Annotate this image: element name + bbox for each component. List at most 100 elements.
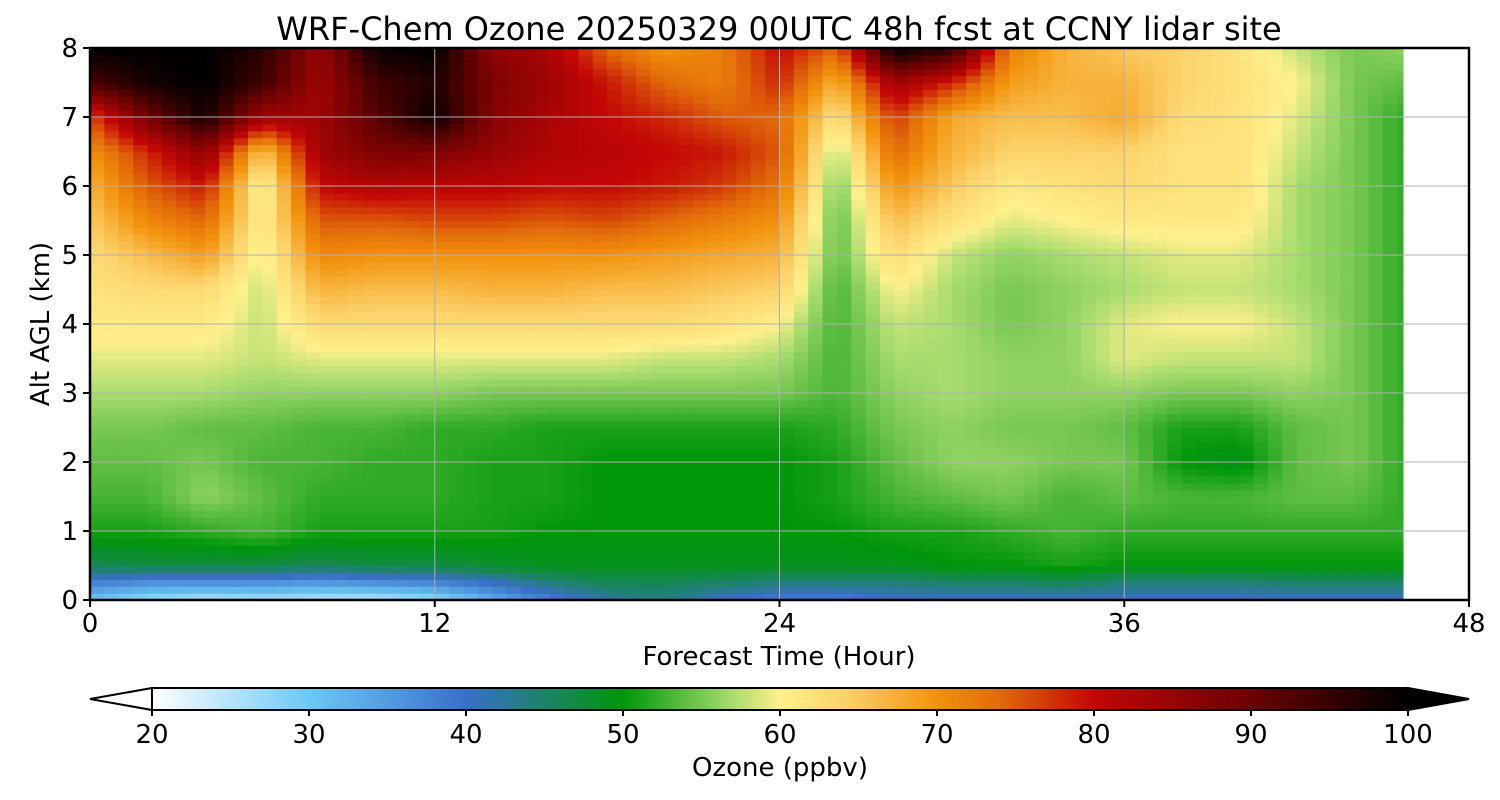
heatmap-cell bbox=[722, 324, 737, 332]
heatmap-cell bbox=[176, 558, 192, 567]
heatmap-cell bbox=[722, 289, 737, 297]
heatmap-cell bbox=[592, 206, 608, 215]
heatmap-cell bbox=[822, 330, 838, 339]
heatmap-cell bbox=[750, 144, 766, 153]
heatmap-cell bbox=[104, 103, 120, 111]
heatmap-cell bbox=[564, 489, 579, 498]
heatmap-cell bbox=[808, 303, 824, 311]
heatmap-cell bbox=[923, 144, 939, 153]
heatmap-cell bbox=[449, 524, 465, 532]
heatmap-cell bbox=[779, 130, 795, 139]
heatmap-cell bbox=[133, 130, 149, 139]
heatmap-cell bbox=[736, 213, 752, 222]
heatmap-cell bbox=[248, 551, 263, 560]
heatmap-cell bbox=[506, 248, 522, 256]
heatmap-cell bbox=[808, 241, 824, 249]
heatmap-cell bbox=[722, 96, 737, 104]
heatmap-cell bbox=[219, 337, 235, 346]
heatmap-cell bbox=[204, 227, 220, 235]
heatmap-cell bbox=[578, 510, 594, 518]
heatmap-cell bbox=[276, 282, 292, 291]
heatmap-cell bbox=[707, 427, 723, 435]
heatmap-cell bbox=[535, 282, 551, 291]
heatmap-cell bbox=[334, 386, 350, 394]
heatmap-cell bbox=[420, 386, 436, 394]
heatmap-cell bbox=[90, 296, 105, 304]
heatmap-cell bbox=[391, 192, 407, 201]
heatmap-cell bbox=[894, 537, 910, 546]
heatmap-cell bbox=[779, 255, 795, 263]
heatmap-cell bbox=[693, 96, 709, 104]
heatmap-cell bbox=[348, 524, 364, 532]
heatmap-cell bbox=[204, 123, 220, 132]
heatmap-cell bbox=[348, 110, 364, 118]
heatmap-cell bbox=[779, 455, 795, 463]
heatmap-cell bbox=[722, 199, 737, 208]
heatmap-cell bbox=[779, 282, 795, 291]
heatmap-cell bbox=[592, 130, 608, 139]
heatmap-cell bbox=[406, 517, 421, 525]
heatmap-cell bbox=[477, 268, 493, 277]
heatmap-cell bbox=[449, 434, 465, 442]
heatmap-cell bbox=[334, 96, 350, 104]
heatmap-cell bbox=[319, 248, 335, 256]
heatmap-cell bbox=[564, 241, 579, 249]
heatmap-cell bbox=[736, 220, 752, 228]
heatmap-cell bbox=[334, 503, 350, 511]
heatmap-cell bbox=[219, 379, 235, 387]
heatmap-cell bbox=[291, 448, 307, 456]
heatmap-cell bbox=[980, 441, 996, 449]
heatmap-cell bbox=[233, 482, 249, 491]
heatmap-cell bbox=[535, 158, 551, 166]
heatmap-cell bbox=[894, 82, 910, 90]
heatmap-cell bbox=[276, 241, 292, 249]
heatmap-cell bbox=[348, 358, 364, 366]
heatmap-cell bbox=[377, 379, 393, 387]
heatmap-cell bbox=[248, 54, 263, 63]
heatmap-cell bbox=[865, 351, 881, 360]
heatmap-cell bbox=[190, 296, 206, 304]
heatmap-cell bbox=[449, 206, 465, 215]
heatmap-cell bbox=[865, 517, 881, 525]
heatmap-cell bbox=[362, 379, 378, 387]
heatmap-cell bbox=[880, 310, 896, 318]
heatmap-cell bbox=[248, 199, 263, 208]
heatmap-cell bbox=[894, 96, 910, 104]
heatmap-cell bbox=[262, 289, 278, 297]
heatmap-cell bbox=[851, 54, 867, 63]
heatmap-cell bbox=[650, 537, 666, 546]
heatmap-cell bbox=[808, 572, 824, 580]
heatmap-cell bbox=[722, 172, 737, 180]
heatmap-cell bbox=[520, 586, 536, 594]
heatmap-cell bbox=[966, 255, 982, 263]
heatmap-cell bbox=[406, 310, 421, 318]
heatmap-cell bbox=[276, 413, 292, 422]
heatmap-cell bbox=[334, 61, 350, 70]
heatmap-cell bbox=[880, 372, 896, 380]
heatmap-cell bbox=[362, 503, 378, 511]
heatmap-cell bbox=[865, 206, 881, 215]
heatmap-cell bbox=[966, 344, 982, 353]
heatmap-cell bbox=[248, 186, 263, 194]
heatmap-cell bbox=[463, 455, 479, 463]
heatmap-cell bbox=[564, 234, 579, 242]
heatmap-cell bbox=[693, 393, 709, 401]
heatmap-cell bbox=[377, 192, 393, 201]
heatmap-cell bbox=[951, 489, 967, 498]
heatmap-cell bbox=[765, 531, 781, 539]
heatmap-cell bbox=[923, 544, 939, 553]
heatmap-cell bbox=[118, 123, 134, 132]
heatmap-cell bbox=[477, 358, 493, 366]
heatmap-cell bbox=[176, 282, 192, 291]
heatmap-cell bbox=[276, 137, 292, 146]
heatmap-cell bbox=[377, 151, 393, 159]
heatmap-cell bbox=[276, 441, 292, 449]
heatmap-cell bbox=[248, 496, 263, 504]
heatmap-cell bbox=[951, 593, 967, 600]
heatmap-cell bbox=[506, 503, 522, 511]
heatmap-cell bbox=[865, 165, 881, 173]
heatmap-cell bbox=[966, 48, 982, 56]
heatmap-cell bbox=[765, 206, 781, 215]
heatmap-cell bbox=[406, 68, 421, 77]
heatmap-cell bbox=[621, 192, 637, 201]
